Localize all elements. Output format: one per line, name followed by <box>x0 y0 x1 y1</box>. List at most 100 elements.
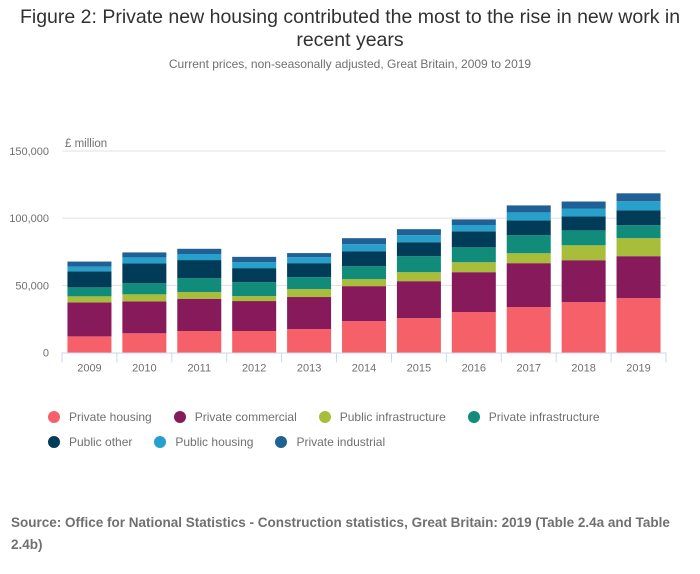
bar-segment-private-commercial: Private commercial 2018: 31,200 <box>561 260 606 303</box>
bar-stack-2012: Private housing 2012: 16,000Private comm… <box>232 256 277 353</box>
bar-segment-private-industrial: Private industrial 2010: 3,700 <box>122 252 167 258</box>
bar-segment-private-commercial: Private commercial 2009: 25,300 <box>67 302 112 337</box>
legend-item-public-housing[interactable]: Public housing <box>154 435 253 449</box>
y-tick-label: 0 <box>43 348 49 360</box>
x-tick-label: 2019 <box>626 363 650 375</box>
y-tick-label: 150,000 <box>9 146 49 158</box>
bar-segment-private-commercial: Private commercial 2015: 27,500 <box>396 281 441 319</box>
legend-item-private-housing[interactable]: Private housing <box>48 410 152 424</box>
legend-label: Public housing <box>175 434 254 449</box>
bar-segment-private-industrial: Private industrial 2015: 4,500 <box>396 229 441 236</box>
bar-segment-private-industrial: Private industrial 2009: 3,800 <box>67 261 112 267</box>
bar-segment-public-infrastructure: Public infrastructure 2012: 3,700 <box>232 296 277 302</box>
bar-segment-private-commercial: Private commercial 2017: 32,700 <box>506 263 551 308</box>
bar-segment-private-housing: Private housing 2016: 30,100 <box>451 312 496 353</box>
bar-segment-public-infrastructure: Public infrastructure 2018: 11,100 <box>561 245 606 261</box>
x-tick-label: 2017 <box>516 363 540 375</box>
bar-segment-private-housing: Private housing 2015: 25,600 <box>396 318 441 353</box>
bar-segment-private-housing: Private housing 2012: 16,000 <box>232 331 277 353</box>
y-tick-label: 50,000 <box>15 280 49 292</box>
bar-segment-public-housing: Public housing 2011: 4,500 <box>177 254 222 261</box>
bar-segment-public-infrastructure: Public infrastructure 2017: 7,400 <box>506 253 551 264</box>
bar-stack-2014: Private housing 2014: 23,400Private comm… <box>342 238 386 353</box>
legend-label: Private industrial <box>296 434 386 449</box>
x-tick-label: 2018 <box>571 363 595 375</box>
legend-item-private-commercial[interactable]: Private commercial <box>173 409 297 424</box>
bar-segment-private-industrial: Private industrial 2019: 5,900 <box>616 193 661 202</box>
legend-item-public-other[interactable]: Public other <box>48 435 132 449</box>
bar-segment-public-infrastructure: Public infrastructure 2010: 5,200 <box>122 294 167 302</box>
y-axis-ticks: 0 50,000 100,000 150,000 <box>9 146 49 360</box>
x-tick-label: 2009 <box>77 363 101 375</box>
legend-item-private-infrastructure[interactable]: Private infrastructure <box>467 410 600 424</box>
legend-label: Private housing <box>69 409 152 424</box>
x-axis: 2009 2010 2011 2012 2013 2014 2015 2016 2017 2018… <box>61 352 667 375</box>
bar-segment-private-housing: Private housing 2017: 33,800 <box>506 307 551 353</box>
legend-label: Private commercial <box>194 409 297 424</box>
bar-stack-2016: Private housing 2016: 30,100Private comm… <box>451 219 496 353</box>
bar-segment-public-housing: Public housing 2009: 3,500 <box>67 266 112 272</box>
bar-segment-public-housing: Public housing 2015: 5,200 <box>396 235 441 243</box>
bar-segment-private-infrastructure: Private infrastructure 2010: 8,400 <box>122 283 167 295</box>
bar-segment-public-housing: Public housing 2010: 4,500 <box>122 257 167 264</box>
bar-segment-private-industrial: Private industrial 2011: 3,900 <box>177 248 222 255</box>
bar-segment-public-other: Public other 2013: 10,400 <box>287 263 332 278</box>
bar-segment-private-commercial: Private commercial 2012: 22,300 <box>232 301 277 332</box>
bar-segment-public-other: Public other 2019: 11,100 <box>616 210 661 226</box>
bar-segment-public-housing: Public housing 2013: 4,500 <box>287 257 332 264</box>
bar-stack-2013: Private housing 2013: 17,500Private comm… <box>287 253 332 353</box>
bar-segment-private-housing: Private housing 2014: 23,400 <box>342 321 386 353</box>
bar-segment-public-infrastructure: Public infrastructure 2016: 7,400 <box>451 262 496 273</box>
bar-segment-public-other: Public other 2012: 10,400 <box>232 268 277 283</box>
bar-segment-private-housing: Private housing 2010: 14,300 <box>122 333 167 353</box>
source-note: Source: Office for National Statistics -… <box>11 515 670 552</box>
x-tick-label: 2016 <box>462 363 486 375</box>
bar-segment-public-infrastructure: Public infrastructure 2019: 13,400 <box>616 238 661 257</box>
bar-segment-public-infrastructure: Public infrastructure 2015: 6,700 <box>396 272 441 282</box>
bar-segment-public-other: Public other 2015: 10,400 <box>396 242 441 257</box>
bar-stack-2009: Private housing 2009: 12,000Private comm… <box>67 261 112 353</box>
x-tick-label: 2012 <box>242 363 266 375</box>
bar-segment-private-industrial: Private industrial 2014: 4,500 <box>342 238 386 245</box>
bar-segment-private-infrastructure: Private infrastructure 2011: 10,400 <box>177 278 222 293</box>
bar-stack-2019: Private housing 2019: 40,500Private comm… <box>616 193 661 353</box>
legend: Private housing Private commercial Public … <box>48 404 668 454</box>
y-tick-label: 100,000 <box>9 213 49 225</box>
bar-segment-public-infrastructure: Public infrastructure 2014: 5,200 <box>342 279 386 287</box>
bar-segment-public-housing: Public housing 2019: 6,700 <box>616 201 661 211</box>
legend-swatch-icon <box>467 410 480 423</box>
legend-label: Public other <box>69 434 133 449</box>
bar-segment-private-industrial: Private industrial 2012: 3,900 <box>232 256 277 263</box>
bar-stack-2017: Private housing 2017: 33,800Private comm… <box>506 205 551 353</box>
bar-segment-public-housing: Public housing 2018: 5,900 <box>561 208 606 217</box>
x-tick-label: 2015 <box>407 363 431 375</box>
legend-swatch-icon <box>48 410 60 423</box>
bar-segment-private-infrastructure: Private infrastructure 2017: 13,400 <box>506 235 551 254</box>
bar-stack-2015: Private housing 2015: 25,600Private comm… <box>396 229 441 353</box>
bar-segment-private-commercial: Private commercial 2010: 23,800 <box>122 301 167 334</box>
bar-segment-public-infrastructure: Public infrastructure 2013: 5,900 <box>287 289 332 298</box>
legend-item-public-infrastructure[interactable]: Public infrastructure <box>318 409 446 424</box>
legend-swatch-icon <box>318 410 331 423</box>
legend-item-private-industrial[interactable]: Private industrial <box>275 435 385 449</box>
bar-segment-public-other: Public other 2017: 11,100 <box>506 220 551 236</box>
x-tick-label: 2011 <box>187 363 211 375</box>
bar-segment-private-commercial: Private commercial 2011: 24,000 <box>177 298 222 332</box>
legend-row: Public other Public housing Private indust… <box>48 429 668 454</box>
bar-segment-public-other: Public other 2018: 10,400 <box>561 216 606 231</box>
bar-segment-private-infrastructure: Private infrastructure 2018: 11,100 <box>561 230 606 246</box>
y-axis-unit-label: £ million <box>65 138 107 150</box>
bar-segment-private-industrial: Private industrial 2017: 5,200 <box>506 205 551 213</box>
bar-segment-private-industrial: Private industrial 2013: 3,000 <box>287 253 332 258</box>
bar-segment-private-infrastructure: Private infrastructure 2013: 8,900 <box>287 277 332 290</box>
bar-segment-public-other: Public other 2010: 14,600 <box>122 263 167 284</box>
bar-segment-private-housing: Private housing 2013: 17,500 <box>287 328 332 353</box>
legend-label: Public infrastructure <box>339 409 446 424</box>
x-tick-label: 2010 <box>132 363 156 375</box>
bar-segment-private-housing: Private housing 2018: 37,500 <box>561 302 606 353</box>
bar-segment-private-infrastructure: Private infrastructure 2012: 10,400 <box>232 282 277 297</box>
bar-segment-public-other: Public other 2011: 13,400 <box>177 260 222 279</box>
bar-segment-private-commercial: Private commercial 2013: 23,800 <box>287 297 332 329</box>
bar-segment-public-housing: Public housing 2017: 5,900 <box>506 212 551 221</box>
bars: Private housing 2009: 12,000Private comm… <box>67 193 661 353</box>
